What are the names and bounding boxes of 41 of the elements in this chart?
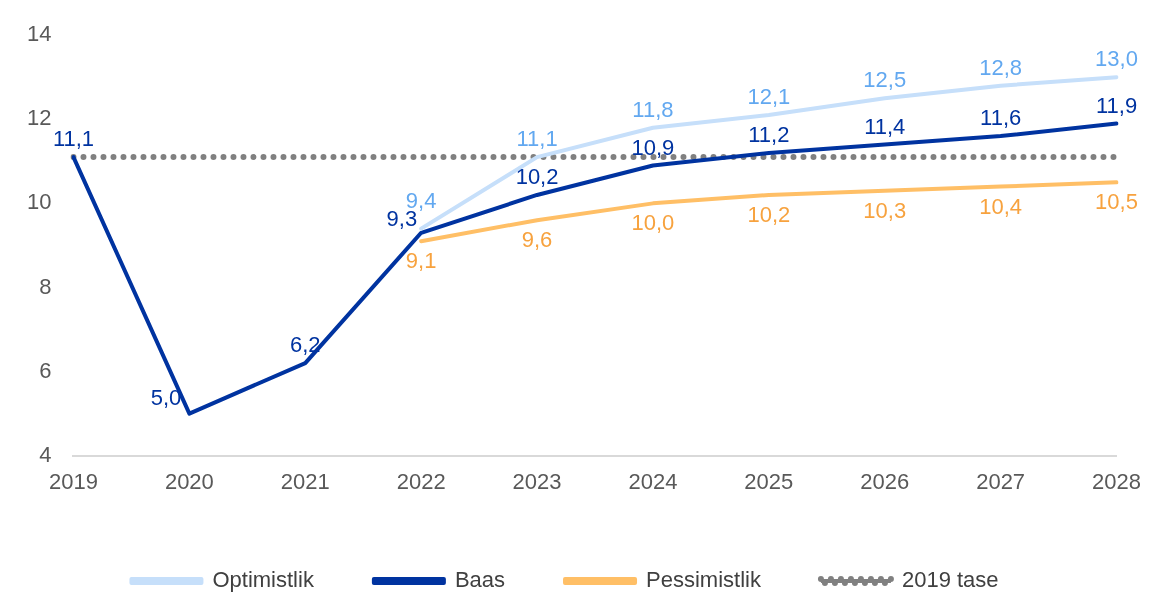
legend-label: Optimistlik <box>212 567 315 593</box>
data-label: 11,1 <box>52 126 95 152</box>
x-tick-label: 2021 <box>280 468 330 494</box>
legend-label: Baas <box>454 567 506 593</box>
data-label: 11,8 <box>632 96 674 122</box>
data-label: 11,2 <box>748 121 790 147</box>
data-label: 13,0 <box>1095 46 1138 72</box>
y-tick-label: 4 <box>39 441 52 467</box>
legend-label: 2019 tase <box>901 567 999 593</box>
data-label: 10,2 <box>515 164 559 190</box>
data-label: 11,4 <box>864 113 906 139</box>
data-label: 11,9 <box>1095 92 1138 118</box>
data-label: 11,1 <box>516 126 558 152</box>
data-label: 9,6 <box>521 227 553 253</box>
x-tick-label: 2019 <box>48 468 98 494</box>
x-tick-label: 2028 <box>1092 468 1142 494</box>
data-label: 10,4 <box>979 193 1023 219</box>
data-label: 5,0 <box>150 384 182 410</box>
legend-label: Pessimistlik <box>646 567 762 593</box>
x-tick-label: 2024 <box>628 468 678 494</box>
y-tick-label: 10 <box>26 189 52 215</box>
x-tick-label: 2027 <box>976 468 1026 494</box>
y-tick-label: 12 <box>26 105 52 131</box>
data-label: 12,1 <box>747 84 791 110</box>
x-tick-label: 2020 <box>164 468 214 494</box>
data-label: 10,5 <box>1095 189 1138 215</box>
data-label: 10,0 <box>631 210 675 236</box>
x-tick-label: 2026 <box>860 468 910 494</box>
data-label: 10,9 <box>631 134 675 160</box>
data-label: 10,3 <box>863 197 907 223</box>
data-label: 12,8 <box>979 54 1023 80</box>
x-tick-label: 2025 <box>744 468 794 494</box>
data-label: 11,6 <box>980 105 1022 131</box>
data-label: 12,5 <box>863 67 907 93</box>
x-tick-label: 2022 <box>396 468 446 494</box>
y-tick-label: 6 <box>39 357 52 383</box>
y-tick-label: 8 <box>39 273 52 299</box>
data-label: 10,2 <box>747 202 791 228</box>
x-tick-label: 2023 <box>512 468 562 494</box>
y-tick-label: 14 <box>26 21 52 47</box>
data-label: 9,1 <box>405 248 437 274</box>
